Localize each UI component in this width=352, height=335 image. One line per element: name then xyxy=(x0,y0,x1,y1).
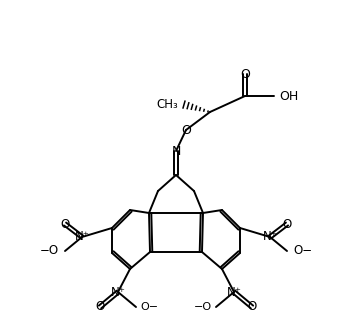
Text: O−: O− xyxy=(293,245,312,258)
Text: O−: O− xyxy=(140,302,158,312)
Text: N⁺: N⁺ xyxy=(75,230,89,244)
Text: O: O xyxy=(61,217,70,230)
Text: N⁺: N⁺ xyxy=(263,230,277,244)
Text: N⁺: N⁺ xyxy=(111,285,125,298)
Text: N: N xyxy=(171,144,181,157)
Text: CH₃: CH₃ xyxy=(156,97,178,111)
Text: OH: OH xyxy=(279,89,298,103)
Text: O: O xyxy=(240,67,250,80)
Text: O: O xyxy=(95,300,105,314)
Text: O: O xyxy=(282,217,291,230)
Text: N⁺: N⁺ xyxy=(227,285,241,298)
Text: −O: −O xyxy=(40,245,59,258)
Text: −O: −O xyxy=(194,302,212,312)
Text: O: O xyxy=(181,124,191,136)
Text: O: O xyxy=(247,300,257,314)
